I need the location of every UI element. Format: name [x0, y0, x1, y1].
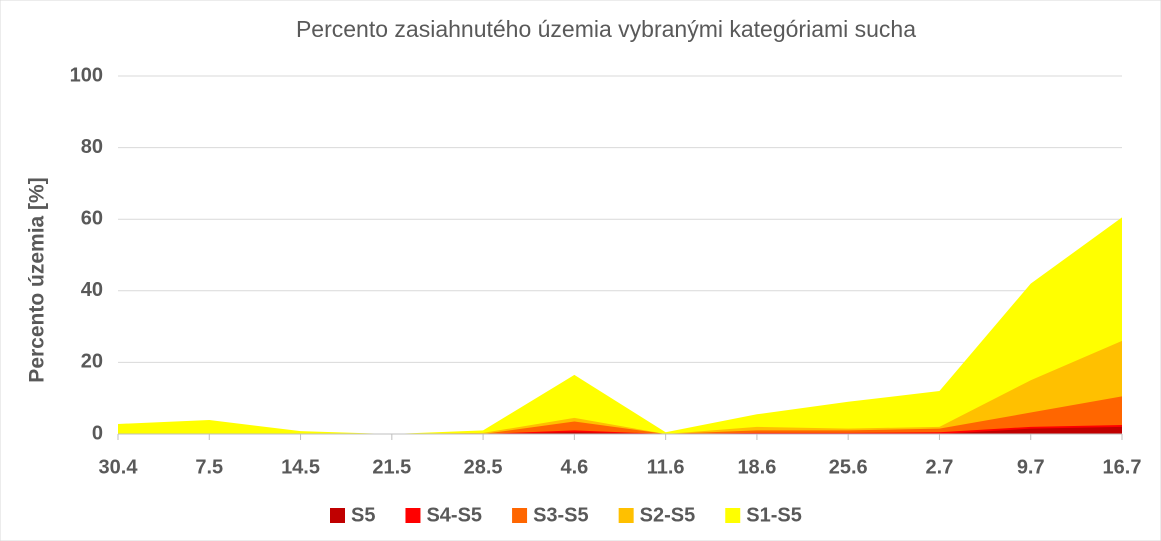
chart-title: Percento zasiahnutého územia vybranými k… [296, 16, 916, 42]
x-tick-label: 2.7 [926, 456, 954, 478]
x-tick-label: 16.7 [1103, 456, 1142, 478]
legend-swatch [618, 508, 634, 523]
legend-swatch [725, 508, 741, 523]
legend-swatch [330, 508, 345, 523]
legend-swatch [405, 508, 421, 523]
y-tick-label: 0 [92, 422, 103, 444]
x-tick-label: 21.5 [372, 456, 411, 478]
x-tick-label: 14.5 [281, 456, 320, 478]
legend-label: S4-S5 [426, 504, 482, 526]
x-tick-label: 18.6 [737, 456, 776, 478]
x-tick-label: 9.7 [1017, 456, 1045, 478]
x-tick-label: 28.5 [464, 456, 503, 478]
x-tick-label: 4.6 [560, 456, 588, 478]
x-tick-label: 25.6 [829, 456, 868, 478]
legend-label: S2-S5 [640, 504, 696, 526]
y-tick-label: 20 [81, 351, 103, 373]
y-axis-label: Percento územia [%] [26, 177, 49, 382]
x-tick-label: 7.5 [195, 456, 223, 478]
legend-label: S1-S5 [746, 504, 802, 526]
area [118, 426, 1122, 434]
x-tick-label: 11.6 [647, 456, 685, 478]
x-tick-label: 30.4 [99, 456, 139, 478]
y-tick-label: 60 [81, 207, 103, 229]
y-tick-label: 100 [70, 64, 103, 86]
y-tick-label: 40 [81, 279, 103, 301]
legend-swatch [512, 508, 528, 523]
y-tick-label: 80 [81, 136, 103, 158]
legend-label: S3-S5 [533, 504, 589, 526]
legend-label: S5 [351, 504, 375, 526]
